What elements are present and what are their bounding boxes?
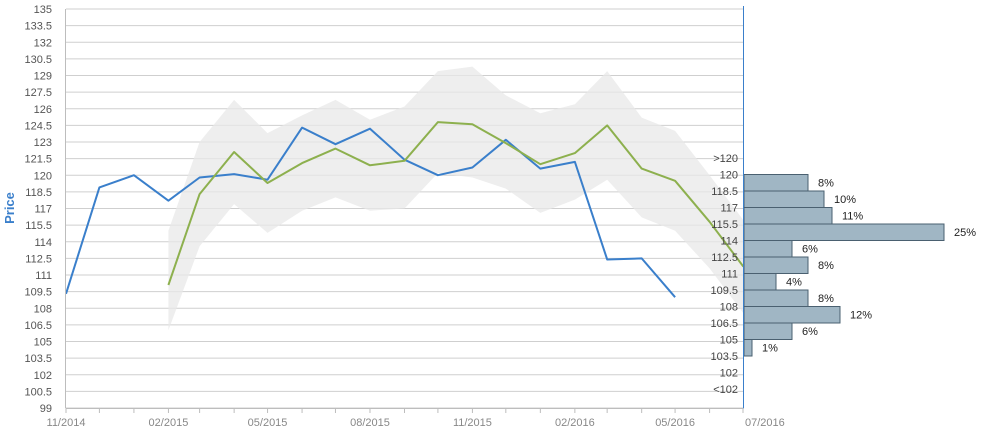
histogram-category-label: 115.5 [711, 219, 738, 231]
histogram-bar [743, 240, 793, 258]
histogram-category-label: 111 [721, 269, 738, 281]
histogram-bar [743, 174, 809, 192]
histogram-category-label: 106.5 [710, 318, 738, 330]
y-tick-label: 130.5 [24, 54, 52, 66]
y-tick-label: 126 [34, 104, 52, 116]
x-tick-label: 02/2015 [149, 417, 189, 429]
histogram-percent-label: 6% [802, 326, 818, 338]
y-tick-label: 112.5 [25, 253, 52, 265]
y-tick-label: 105 [34, 337, 52, 349]
x-tick-label: 11/2014 [47, 417, 86, 429]
confidence-band-layer [168, 66, 743, 331]
histogram-bar [743, 190, 825, 208]
histogram-percent-label: 8% [818, 293, 834, 305]
histogram-category-label: 112.5 [711, 252, 738, 264]
series-layer [65, 121, 765, 298]
histogram-percent-label: 11% [842, 211, 863, 223]
series-line-1 [65, 126, 676, 298]
histogram-percent-label: 6% [802, 244, 818, 256]
axis-layer: 135 133.5 132 130.5 129 127.5 126 124.5 123 121.5… [24, 4, 784, 429]
y-tick-label: 127.5 [24, 87, 52, 99]
y-tick-label: 135 [34, 4, 52, 16]
histogram-percent-label: 1% [762, 343, 778, 355]
histogram-category-label: 120 [720, 170, 738, 182]
histogram-category-label: <102 [713, 384, 738, 396]
histogram-percent-label: 4% [786, 277, 802, 289]
y-tick-label: 102 [34, 370, 52, 382]
histogram-bar [743, 207, 833, 225]
x-tick-label: 02/2016 [555, 417, 595, 429]
histogram-category-label: >120 [713, 153, 738, 165]
histogram-layer: >120 120 8% 118.5 10% 117 11% 115.5 25% 114 6% 112.… [710, 153, 976, 396]
y-tick-label: 132 [34, 37, 52, 49]
histogram-bar [743, 306, 841, 324]
x-tick-label: 07/2016 [745, 417, 785, 429]
histogram-percent-label: 12% [850, 310, 872, 322]
y-tick-label: 120 [34, 170, 52, 182]
histogram-category-label: 117 [720, 203, 738, 215]
y-tick-label: 133.5 [24, 21, 52, 33]
y-tick-label: 115.5 [25, 220, 52, 232]
confidence-band [168, 66, 743, 331]
y-tick-label: 109.5 [24, 287, 52, 299]
x-tick-label: 05/2016 [655, 417, 695, 429]
y-tick-label: 124.5 [24, 120, 52, 132]
y-tick-label: 129 [34, 71, 52, 83]
y-tick-label: 121.5 [24, 154, 52, 166]
histogram-percent-label: 8% [818, 178, 834, 190]
histogram-bar [743, 289, 809, 307]
histogram-percent-label: 25% [954, 227, 976, 239]
y-tick-label: 117 [34, 204, 52, 216]
histogram-percent-label: 10% [834, 194, 856, 206]
y-axis-label: Price [2, 192, 17, 224]
x-tick-label: 05/2015 [248, 417, 288, 429]
histogram-bar [743, 273, 777, 291]
y-tick-label: 103.5 [24, 353, 52, 365]
y-tick-label: 100.5 [24, 386, 52, 398]
y-tick-label: 114 [34, 237, 52, 249]
series-line-2 [167, 121, 765, 286]
y-tick-label: 123 [34, 137, 52, 149]
histogram-bar [743, 223, 945, 241]
histogram-bar [743, 256, 809, 274]
y-tick-label: 99 [40, 403, 52, 415]
y-tick-label: 108 [34, 303, 52, 315]
histogram-category-label: 114 [720, 236, 738, 248]
histogram-category-label: 118.5 [711, 186, 738, 198]
y-tick-label: 111 [35, 270, 52, 282]
histogram-category-label: 103.5 [710, 351, 738, 363]
histogram-category-label: 102 [720, 368, 738, 380]
y-tick-label: 118.5 [25, 187, 52, 199]
histogram-category-label: 109.5 [710, 285, 738, 297]
x-tick-label: 11/2015 [453, 417, 492, 429]
x-tick-label: 08/2015 [350, 417, 390, 429]
histogram-category-label: 105 [720, 335, 738, 347]
histogram-percent-label: 8% [818, 260, 834, 272]
histogram-category-label: 108 [720, 302, 738, 314]
histogram-bar [743, 339, 753, 357]
y-tick-label: 106.5 [24, 320, 52, 332]
histogram-bar [743, 322, 793, 340]
